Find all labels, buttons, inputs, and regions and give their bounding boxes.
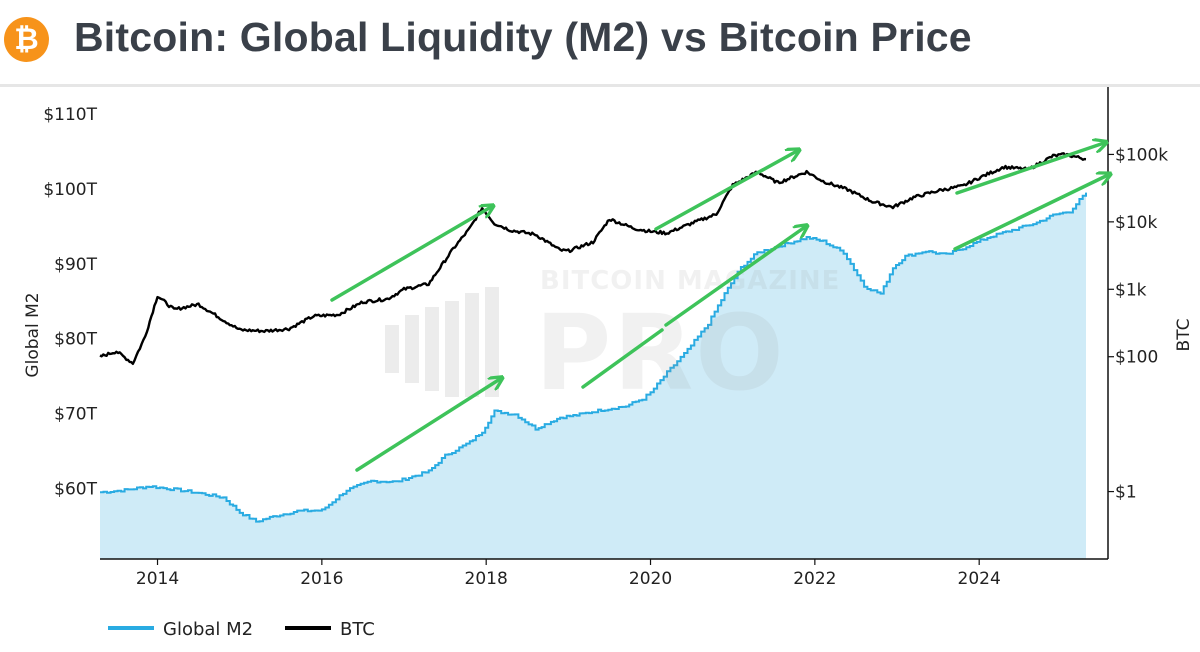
bitcoin-magazine-pro-watermark: BITCOIN MAGAZINE PRO xyxy=(385,266,840,414)
left-tick-label: $90T xyxy=(54,255,97,275)
global-m2-series xyxy=(100,192,1087,559)
page-title: Bitcoin: Global Liquidity (M2) vs Bitcoi… xyxy=(74,14,972,60)
left-tick-label: $70T xyxy=(54,405,97,425)
bitcoin-logo-icon: ₿ xyxy=(4,17,49,62)
trend-arrow xyxy=(664,227,805,327)
right-axis-ticks: $1 $100 $1k $10k $100k xyxy=(1108,145,1168,503)
watermark-line2: PRO xyxy=(535,292,786,414)
right-tick-label: $1 xyxy=(1115,483,1137,503)
global-m2-line xyxy=(100,192,1087,523)
trend-arrows xyxy=(330,143,1108,472)
legend-label-m2: Global M2 xyxy=(163,619,253,640)
x-tick-label: 2020 xyxy=(629,569,672,589)
trend-arrow xyxy=(955,143,1104,195)
right-tick-label: $1k xyxy=(1115,280,1147,300)
header-divider xyxy=(0,84,1200,87)
trend-arrow xyxy=(654,151,797,231)
header: ₿ Bitcoin: Global Liquidity (M2) vs Bitc… xyxy=(0,0,1200,84)
trend-arrow xyxy=(581,328,664,389)
watermark-line1: BITCOIN MAGAZINE xyxy=(540,266,840,296)
right-tick-label: $10k xyxy=(1115,213,1157,233)
x-tick-label: 2016 xyxy=(300,569,343,589)
left-axis-label: Global M2 xyxy=(23,292,43,377)
right-tick-label: $100 xyxy=(1115,348,1158,368)
legend: Global M2 BTC xyxy=(108,619,375,640)
x-axis-ticks: 2014 2016 2018 2020 2022 2024 xyxy=(136,559,1001,589)
x-tick-label: 2022 xyxy=(793,569,836,589)
x-tick-label: 2018 xyxy=(465,569,508,589)
left-tick-label: $110T xyxy=(43,105,97,125)
watermark-logo-icon xyxy=(385,287,499,397)
legend-label-btc: BTC xyxy=(340,619,375,640)
left-tick-label: $60T xyxy=(54,480,97,500)
trend-arrow xyxy=(355,379,500,472)
trend-arrow xyxy=(330,207,491,302)
btc-line xyxy=(99,152,1087,365)
left-tick-label: $80T xyxy=(54,330,97,350)
x-tick-label: 2024 xyxy=(958,569,1001,589)
left-axis-ticks: $60T $70T $80T $90T $100T $110T xyxy=(43,105,97,500)
global-m2-area xyxy=(100,192,1086,559)
m2-vs-btc-chart: BITCOIN MAGAZINE PRO 2014 2016 2018 2020 202… xyxy=(23,87,1194,640)
btc-series xyxy=(99,152,1087,365)
left-tick-label: $100T xyxy=(43,180,97,200)
right-axis-label: BTC xyxy=(1174,319,1194,352)
bitcoin-glyph: ₿ xyxy=(14,22,39,57)
trend-arrow xyxy=(953,175,1108,251)
right-tick-label: $100k xyxy=(1115,145,1168,165)
x-tick-label: 2014 xyxy=(136,569,179,589)
